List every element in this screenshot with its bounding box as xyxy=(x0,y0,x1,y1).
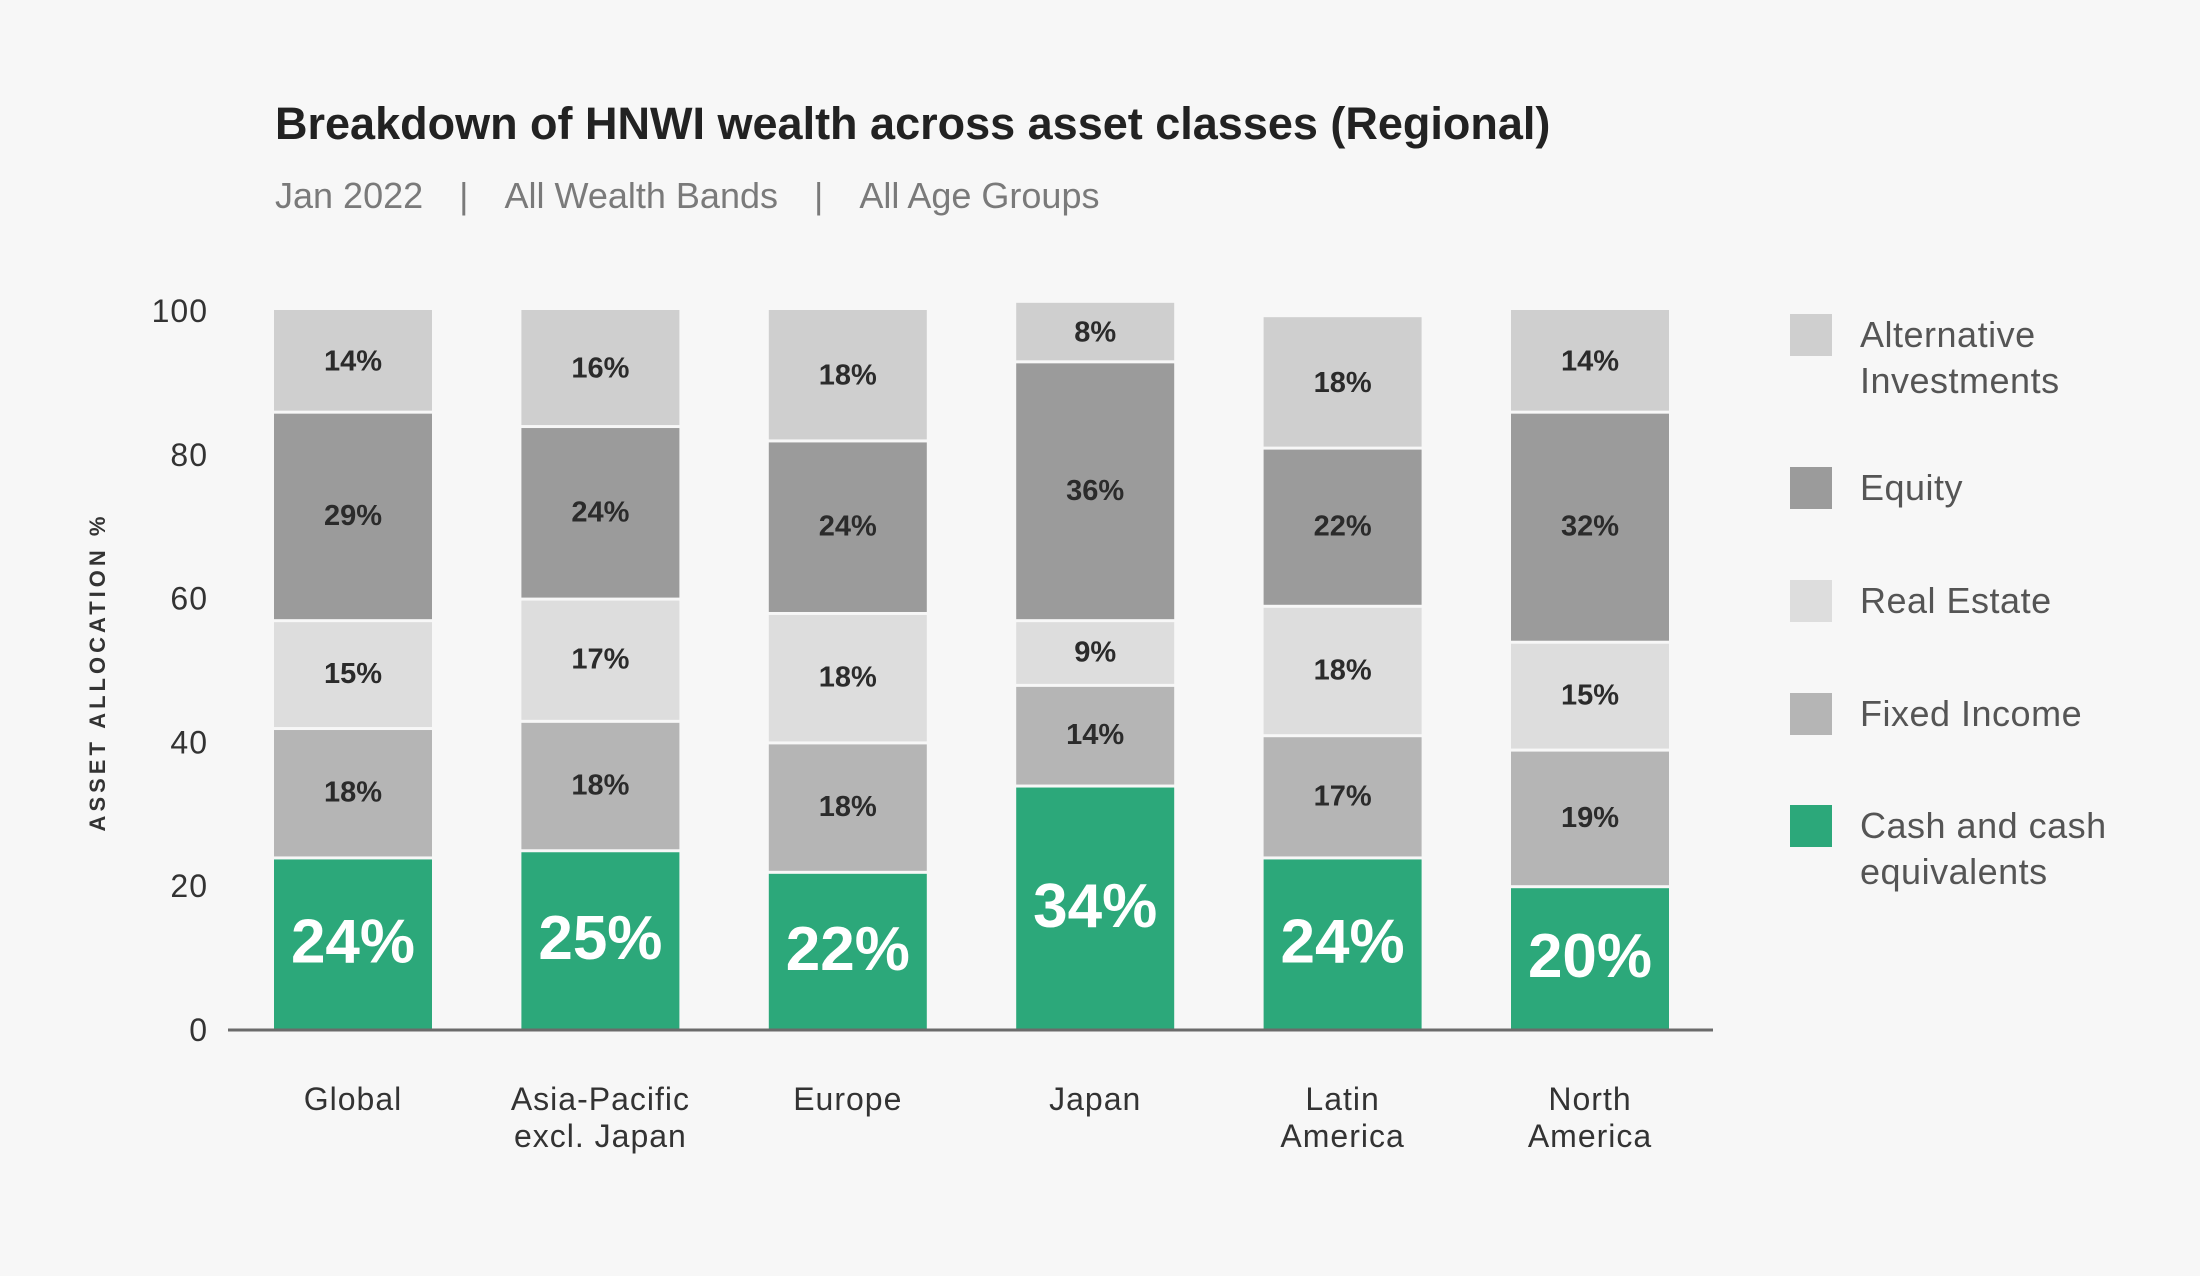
bar-segment-real-estate-europe xyxy=(768,614,927,742)
data-label: 18% xyxy=(324,777,382,809)
data-label: 18% xyxy=(1314,655,1372,687)
data-label: 15% xyxy=(1561,680,1619,712)
data-label: 9% xyxy=(1074,637,1116,669)
chart-title: Breakdown of HNWI wealth across asset cl… xyxy=(275,98,1551,149)
subtitle-separator: | xyxy=(813,175,824,216)
legend-item-alternative-investments: Alternative Investments xyxy=(1790,312,2160,404)
legend-swatch xyxy=(1790,580,1832,622)
legend-swatch xyxy=(1790,467,1832,509)
y-tick-label: 40 xyxy=(170,724,208,760)
data-label: 18% xyxy=(819,791,877,823)
data-label: 24% xyxy=(571,496,629,528)
legend-swatch xyxy=(1790,805,1832,847)
legend-label: Real Estate xyxy=(1860,580,2052,621)
data-label: 29% xyxy=(324,500,382,532)
data-label: 8% xyxy=(1074,317,1116,349)
x-tick-label: Japan xyxy=(1049,1081,1141,1117)
bar-segment-fixed-income-north-america xyxy=(1511,751,1669,886)
legend-swatch xyxy=(1790,314,1832,356)
legend-label: Equity xyxy=(1860,467,1964,508)
data-label: 24% xyxy=(291,908,415,977)
data-label: 25% xyxy=(538,904,662,973)
bar-segment-equity-japan xyxy=(1016,363,1175,620)
legend-item-real-estate: Real Estate xyxy=(1790,578,2160,624)
bar-segment-fixed-income-global xyxy=(274,730,432,857)
bar-segment-real-estate-japan xyxy=(1016,622,1175,684)
legend-swatch xyxy=(1790,693,1832,735)
x-tick-label: North America xyxy=(1528,1081,1652,1154)
data-label: 22% xyxy=(786,915,910,984)
data-label: 19% xyxy=(1561,802,1619,834)
bar-segment-alternative-investments-asia-pacific-excl-japan xyxy=(521,310,680,426)
x-tick-label: Latin America xyxy=(1280,1081,1404,1154)
y-tick-label: 80 xyxy=(170,437,208,473)
bar-segment-equity-global xyxy=(274,413,432,620)
data-label: 34% xyxy=(1033,872,1157,941)
data-label: 17% xyxy=(571,644,629,676)
data-label: 24% xyxy=(819,511,877,543)
data-label: 18% xyxy=(819,360,877,392)
bar-segment-real-estate-asia-pacific-excl-japan xyxy=(521,600,680,720)
data-label: 14% xyxy=(324,345,382,377)
bar-segment-fixed-income-europe xyxy=(768,744,927,871)
bar-segment-cash-and-cash-equivalents-north-america xyxy=(1511,888,1669,1029)
bar-segment-real-estate-global xyxy=(274,622,432,728)
data-label: 32% xyxy=(1561,511,1619,543)
data-label: 18% xyxy=(571,770,629,802)
bar-segment-cash-and-cash-equivalents-asia-pacific-excl-japan xyxy=(521,852,680,1029)
y-tick-label: 100 xyxy=(152,293,208,329)
x-tick-label: Global xyxy=(304,1081,403,1117)
x-tick-label: Europe xyxy=(793,1081,902,1117)
data-label: 24% xyxy=(1281,908,1405,977)
data-label: 22% xyxy=(1314,511,1372,543)
bar-segment-fixed-income-latin-america xyxy=(1263,737,1422,857)
bar-segment-cash-and-cash-equivalents-japan xyxy=(1016,787,1175,1029)
y-tick-label: 0 xyxy=(189,1012,208,1048)
bar-segment-real-estate-north-america xyxy=(1511,643,1669,749)
subtitle-wealth-bands: All Wealth Bands xyxy=(504,175,778,216)
subtitle-age-groups: All Age Groups xyxy=(859,175,1100,216)
data-label: 14% xyxy=(1561,345,1619,377)
data-label: 14% xyxy=(1066,719,1124,751)
legend-label: Alternative Investments xyxy=(1860,314,2060,401)
bar-segment-equity-latin-america xyxy=(1263,449,1422,605)
legend-label: Cash and cash equivalents xyxy=(1860,805,2107,892)
data-label: 36% xyxy=(1066,475,1124,507)
bar-segment-alternative-investments-europe xyxy=(768,310,927,440)
bar-segment-equity-north-america xyxy=(1511,413,1669,641)
bar-segment-fixed-income-japan xyxy=(1016,686,1175,785)
bar-segment-cash-and-cash-equivalents-global xyxy=(274,859,432,1029)
data-label: 18% xyxy=(819,662,877,694)
legend-item-equity: Equity xyxy=(1790,465,2160,511)
data-label: 17% xyxy=(1314,780,1372,812)
bar-segment-equity-europe xyxy=(768,442,927,612)
subtitle-date: Jan 2022 xyxy=(275,175,424,216)
data-label: 20% xyxy=(1528,922,1652,991)
chart-subtitle: Jan 2022 | All Wealth Bands | All Age Groups xyxy=(275,175,1099,217)
legend-item-cash-and-cash-equivalents: Cash and cash equivalents xyxy=(1790,803,2160,895)
bar-segment-alternative-investments-latin-america xyxy=(1263,317,1422,447)
subtitle-separator: | xyxy=(459,175,469,216)
data-label: 16% xyxy=(571,353,629,385)
bar-segment-cash-and-cash-equivalents-latin-america xyxy=(1263,859,1422,1029)
data-label: 18% xyxy=(1314,367,1372,399)
data-label: 15% xyxy=(324,658,382,690)
bar-segment-equity-asia-pacific-excl-japan xyxy=(521,428,680,598)
y-tick-label: 60 xyxy=(170,581,208,617)
bar-segment-alternative-investments-global xyxy=(274,310,432,411)
bar-segment-fixed-income-asia-pacific-excl-japan xyxy=(521,722,680,850)
bar-segment-real-estate-latin-america xyxy=(1263,607,1422,735)
x-tick-label: Asia-Pacific excl. Japan xyxy=(511,1081,690,1154)
bar-segment-alternative-investments-japan xyxy=(1016,302,1175,361)
legend-item-fixed-income: Fixed Income xyxy=(1790,691,2160,737)
legend-label: Fixed Income xyxy=(1860,693,2083,734)
bar-segment-cash-and-cash-equivalents-europe xyxy=(768,873,927,1029)
bar-segment-alternative-investments-north-america xyxy=(1511,310,1669,411)
y-tick-label: 20 xyxy=(170,868,208,904)
